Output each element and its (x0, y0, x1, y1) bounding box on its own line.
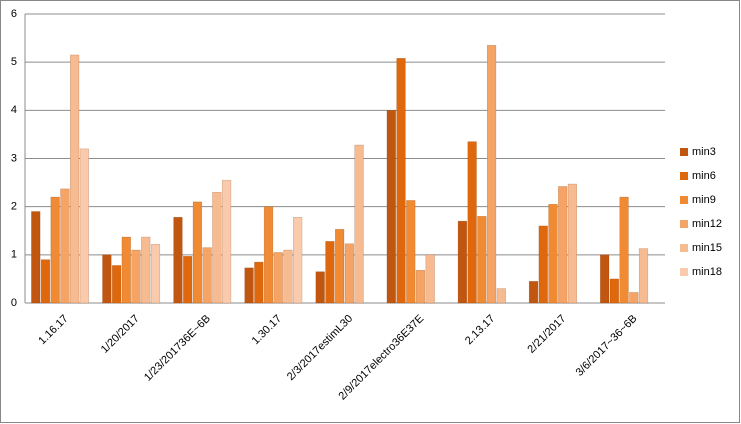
legend-swatch (680, 148, 688, 156)
bar (244, 267, 254, 304)
legend-swatch (680, 196, 688, 204)
bar (273, 252, 283, 304)
y-tick-label: 5 (11, 56, 17, 68)
bar (528, 281, 539, 304)
bar (600, 254, 610, 304)
legend-label: min9 (692, 194, 716, 206)
bar (212, 191, 222, 304)
bar (50, 196, 60, 304)
bar (173, 217, 183, 304)
bar (354, 144, 364, 304)
bar (609, 278, 619, 304)
bar (335, 229, 345, 304)
bar (386, 110, 396, 304)
bar (619, 196, 629, 304)
bar (70, 54, 80, 304)
y-tick-label: 4 (11, 104, 17, 116)
legend-swatch (680, 268, 688, 276)
legend-swatch (680, 220, 688, 228)
y-tick-label: 6 (11, 8, 17, 20)
legend-label: min6 (692, 170, 716, 182)
bar (111, 265, 122, 304)
bar (467, 141, 477, 304)
bar (131, 249, 141, 304)
bar (192, 201, 203, 304)
legend-label: min18 (692, 266, 722, 278)
legend-swatch (680, 244, 688, 252)
bar (293, 217, 303, 304)
bar (396, 58, 406, 304)
y-tick-label: 3 (11, 152, 17, 164)
bar (102, 254, 112, 304)
y-tick-label: 2 (11, 201, 17, 213)
bar (567, 183, 578, 304)
bar (40, 259, 51, 304)
bar (283, 249, 293, 304)
bar (344, 243, 354, 304)
bar (558, 186, 568, 304)
bar (254, 261, 264, 304)
bar (150, 243, 161, 304)
bar (60, 188, 70, 304)
legend-label: min15 (692, 242, 722, 254)
bar (325, 241, 335, 304)
bar (457, 220, 468, 304)
bar (221, 179, 232, 304)
bar (406, 200, 416, 304)
bar (202, 247, 212, 304)
bar (486, 45, 497, 304)
bar (629, 292, 639, 304)
bar (183, 256, 193, 304)
bar (548, 204, 558, 304)
bar (477, 216, 487, 304)
bar (425, 254, 435, 304)
legend-label: min3 (692, 146, 716, 158)
bar (79, 148, 89, 304)
bar (638, 248, 649, 304)
bar (415, 269, 426, 304)
legend-label: min12 (692, 218, 722, 230)
bar (538, 225, 548, 304)
bar (31, 211, 41, 304)
bar (263, 206, 274, 304)
bar (315, 271, 325, 304)
legend-swatch (680, 172, 688, 180)
bar (496, 288, 506, 304)
y-tick-label: 1 (11, 249, 17, 261)
y-tick-label: 0 (11, 297, 17, 309)
bar (141, 236, 151, 304)
bar (121, 236, 131, 304)
